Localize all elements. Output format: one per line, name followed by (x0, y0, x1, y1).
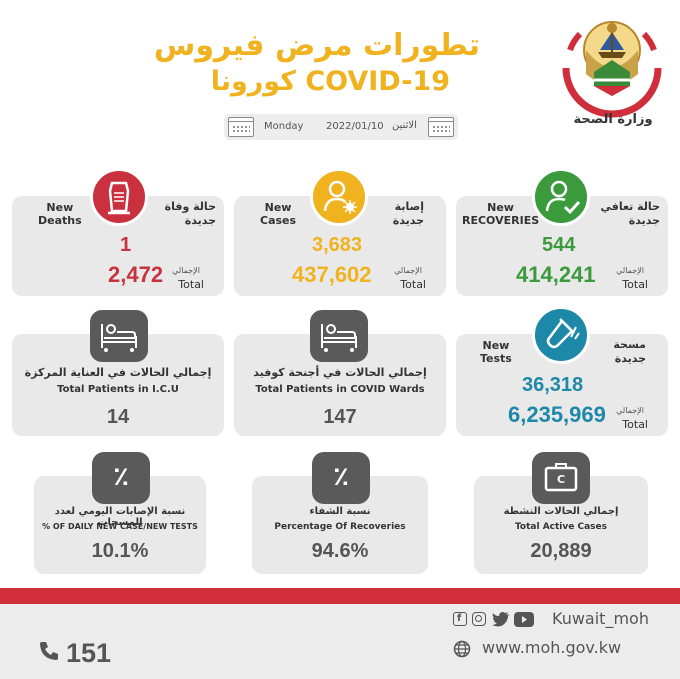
day-english: Monday (264, 121, 304, 132)
tests-new-value: 36,318 (522, 374, 584, 396)
coffin-icon (108, 181, 130, 215)
recoveries-total-ar: الإجمالي (616, 266, 644, 275)
tests-badge (532, 306, 590, 364)
recoveries-badge (532, 168, 590, 226)
tests-label-ar-2: جديدة (614, 352, 646, 365)
cases-total-value: 437,602 (292, 262, 372, 287)
recoveries-label-en-2: RECOVERIES (462, 214, 540, 227)
icu-value: 14 (106, 406, 130, 428)
tests-total-en: Total (622, 418, 648, 431)
wards-value: 147 (323, 406, 357, 428)
tests-total-ar: الإجمالي (616, 406, 644, 415)
percent-icon: ٪ (312, 452, 370, 504)
positivity-label-ar: نسبة الإصابات اليومي لعدد المسحات (54, 506, 186, 528)
headline-arabic: تطورات مرض فيروس (153, 28, 480, 63)
cases-label-en-2: Cases (260, 214, 297, 227)
hospital-bed-icon (101, 324, 137, 352)
cases-new-value: 3,683 (312, 234, 363, 256)
cases-badge (310, 168, 368, 226)
active-symbol: C (556, 473, 566, 486)
cases-label-en: New (264, 201, 292, 214)
deaths-label-ar: حالة وفاة (164, 200, 216, 213)
positivity-symbol: ٪ (113, 462, 129, 492)
deaths-label-en: New (46, 201, 74, 214)
recoveries-new-value: 544 (542, 234, 576, 256)
tests-label-ar: مسحة (613, 338, 646, 351)
icu-label-en: Total Patients in I.C.U (57, 384, 179, 395)
positivity-label-en: % OF DAILY NEW CASE/NEW TESTS (42, 522, 198, 531)
hospital-bed-icon (321, 324, 357, 352)
day-arabic: الاثنين (392, 120, 417, 131)
cases-total-en: Total (400, 278, 426, 291)
tests-label-en: New (482, 339, 510, 352)
facebook-icon[interactable]: f (453, 612, 467, 626)
deaths-label-en-2: Deaths (38, 214, 82, 227)
wards-label-en: Total Patients in COVID Wards (255, 384, 425, 395)
active-value: 20,889 (530, 540, 592, 562)
recoveries-total-en: Total (622, 278, 648, 291)
headline-covid: كورونا COVID-19 (210, 66, 450, 97)
calendar-icon (428, 117, 454, 137)
youtube-icon[interactable] (514, 612, 534, 627)
deaths-badge (90, 168, 148, 226)
recovery-rate-symbol: ٪ (333, 462, 349, 492)
active-label-en: Total Active Cases (514, 522, 607, 532)
briefcase-icon: C (532, 452, 590, 504)
website-link[interactable]: www.moh.gov.kw (482, 638, 622, 657)
person-check-icon (545, 180, 581, 215)
wards-badge (310, 310, 368, 362)
positivity-value: 10.1% (91, 540, 149, 562)
date-bar: Monday 2022/01/10 الاثنين (224, 114, 458, 140)
cases-card: New Cases إصابة جديدة 3,683 437,602 الإج… (234, 196, 446, 296)
recoveries-label-ar-2: جديدة (628, 214, 660, 227)
globe-icon (453, 640, 471, 658)
recovery-rate-value: 94.6% (311, 540, 369, 562)
icu-label-ar: إجمالي الحالات في العناية المركزة (24, 366, 212, 379)
virus-person-icon (323, 180, 357, 214)
recovery-rate-label-ar: نسبة الشفاء (309, 506, 371, 517)
cases-total-ar: الإجمالي (394, 266, 422, 275)
deaths-new-value: 1 (120, 234, 132, 256)
icu-badge (90, 310, 148, 362)
ministry-name: وزارة الصحة (573, 112, 653, 127)
deaths-label-ar-2: جديدة (184, 214, 216, 227)
tests-total-value: 6,235,969 (508, 402, 606, 427)
active-label-ar: إجمالي الحالات النشطة (503, 506, 619, 517)
instagram-icon[interactable] (472, 612, 486, 626)
social-handle[interactable]: Kuwait_moh (552, 609, 649, 628)
test-tube-icon (546, 318, 580, 349)
percent-icon: ٪ (92, 452, 150, 504)
deaths-total-value: 2,472 (108, 262, 164, 287)
deaths-total-en: Total (178, 278, 204, 291)
twitter-icon[interactable] (492, 612, 510, 627)
active-card: إجمالي الحالات النشطة Total Active Cases… (474, 476, 648, 574)
recoveries-label-en: New (487, 201, 514, 214)
tests-label-en-2: Tests (480, 352, 512, 365)
recovery-rate-label-en: Percentage Of Recoveries (274, 522, 406, 532)
cases-label-ar: إصابة (394, 200, 424, 213)
cases-label-ar-2: جديدة (392, 214, 424, 227)
deaths-total-ar: الإجمالي (172, 266, 200, 275)
calendar-icon (228, 117, 254, 137)
hotline-number: 151 (66, 638, 112, 668)
date-text: 2022/01/10 (326, 121, 384, 132)
footer-gray-band (0, 604, 680, 679)
recoveries-label-ar: حالة تعافي (600, 200, 661, 213)
wards-label-ar: إجمالي الحالات في أجنحة كوفيد (253, 366, 427, 379)
recoveries-total-value: 414,241 (516, 262, 596, 287)
phone-icon (40, 642, 58, 660)
ministry-emblem-logo (562, 21, 662, 118)
